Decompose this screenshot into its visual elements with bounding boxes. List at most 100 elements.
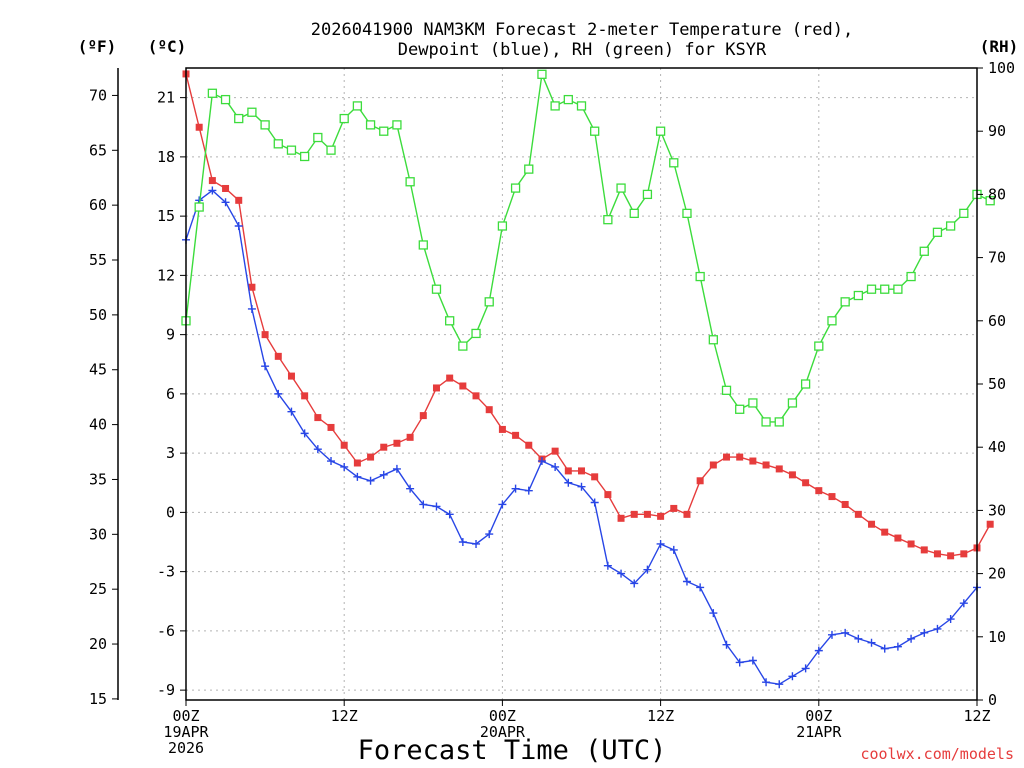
- data-point: [947, 552, 955, 560]
- x-tick-label: 21APR: [796, 723, 842, 741]
- data-point: [655, 126, 666, 136]
- data-point: [392, 464, 401, 473]
- x-tick-label: 20APR: [480, 723, 526, 741]
- data-point: [616, 183, 626, 193]
- data-point: [286, 145, 297, 155]
- data-point: [458, 341, 468, 351]
- data-point: [853, 290, 863, 301]
- data-point: [419, 500, 428, 509]
- data-point: [352, 101, 363, 111]
- data-point: [643, 565, 652, 574]
- fahrenheit-tick-label: 30: [89, 525, 107, 543]
- data-point: [854, 634, 863, 643]
- data-point: [405, 177, 415, 187]
- data-point: [986, 520, 994, 528]
- celsius-tick-label: 12: [157, 266, 175, 284]
- fahrenheit-tick-label: 35: [89, 470, 107, 488]
- data-point: [353, 472, 362, 481]
- x-tick-label: 12Z: [647, 707, 674, 725]
- chart-title-line2: Dewpoint (blue), RH (green) for KSYR: [398, 40, 767, 60]
- data-point: [696, 477, 704, 485]
- data-point: [880, 644, 889, 653]
- data-point: [353, 459, 361, 467]
- fahrenheit-tick-label: 60: [89, 196, 107, 214]
- data-point: [194, 202, 204, 212]
- data-point: [248, 283, 256, 291]
- series-line: [185, 71, 991, 423]
- data-point: [603, 561, 612, 570]
- data-point: [313, 445, 322, 454]
- data-point: [577, 482, 586, 491]
- data-point: [551, 447, 559, 455]
- celsius-tick-label: 0: [166, 503, 175, 521]
- data-point: [748, 398, 758, 408]
- data-point: [458, 538, 467, 546]
- data-point: [736, 453, 744, 461]
- data-point: [866, 284, 877, 294]
- data-point: [828, 493, 836, 501]
- data-point: [366, 476, 375, 485]
- data-point: [234, 222, 243, 230]
- data-point: [498, 425, 506, 433]
- data-point: [827, 316, 837, 326]
- data-point: [537, 457, 546, 466]
- data-point: [959, 208, 969, 219]
- data-point: [670, 504, 678, 512]
- data-point: [775, 465, 783, 473]
- data-point: [235, 196, 243, 204]
- data-point: [630, 510, 638, 518]
- data-point: [472, 539, 481, 548]
- data-point: [564, 467, 572, 475]
- data-point: [946, 615, 955, 624]
- data-point: [841, 500, 849, 508]
- celsius-tick-label: 3: [166, 444, 175, 462]
- data-point: [683, 510, 691, 518]
- fahrenheit-tick-label: 15: [89, 690, 107, 708]
- data-point: [367, 453, 375, 461]
- data-point: [340, 462, 349, 471]
- data-point: [827, 630, 836, 639]
- data-point: [576, 101, 587, 111]
- x-tick-label: 19APR: [163, 723, 209, 741]
- data-point: [604, 491, 612, 499]
- data-point: [985, 196, 995, 206]
- data-point: [419, 412, 427, 420]
- data-point: [893, 284, 903, 294]
- data-point: [788, 672, 797, 681]
- data-point: [617, 569, 626, 578]
- series-dewpoint: [182, 186, 981, 689]
- rh-tick-label: 0: [988, 691, 997, 709]
- data-point: [932, 227, 943, 237]
- data-point: [274, 389, 283, 398]
- rh-tick-label: 40: [988, 438, 1006, 456]
- data-point: [287, 407, 296, 416]
- data-point: [472, 392, 480, 400]
- data-point: [933, 550, 941, 558]
- data-point: [880, 284, 890, 294]
- chart-title-line1: 2026041900 NAM3KM Forecast 2-meter Tempe…: [311, 20, 853, 40]
- data-point: [550, 101, 560, 111]
- x-tick-label: 00Z: [172, 707, 199, 725]
- data-point: [406, 433, 414, 441]
- celsius-tick-label: 21: [157, 89, 175, 107]
- credit-text: coolwx.com/models: [860, 745, 1014, 763]
- fahrenheit-tick-label: 55: [89, 251, 107, 269]
- axes-layer: 15 20 25 30 35 40 45 50 55 60 65 70 -9 -6 -3 0 3 6 9 12 15 18…: [89, 59, 1015, 757]
- data-point: [919, 246, 929, 256]
- celsius-unit-label: (ºC): [148, 37, 187, 56]
- data-point: [485, 530, 494, 539]
- data-point: [709, 609, 718, 618]
- data-point: [696, 583, 705, 592]
- data-point: [814, 646, 823, 655]
- data-point: [511, 484, 520, 493]
- data-point: [313, 132, 323, 143]
- data-point: [207, 88, 218, 98]
- data-point: [326, 145, 336, 155]
- rh-tick-label: 30: [988, 501, 1006, 519]
- data-point: [603, 215, 613, 225]
- data-point: [301, 392, 309, 400]
- data-point: [327, 423, 335, 431]
- rh-tick-label: 20: [988, 565, 1006, 583]
- plot-frame: [185, 67, 978, 701]
- data-point: [431, 284, 442, 294]
